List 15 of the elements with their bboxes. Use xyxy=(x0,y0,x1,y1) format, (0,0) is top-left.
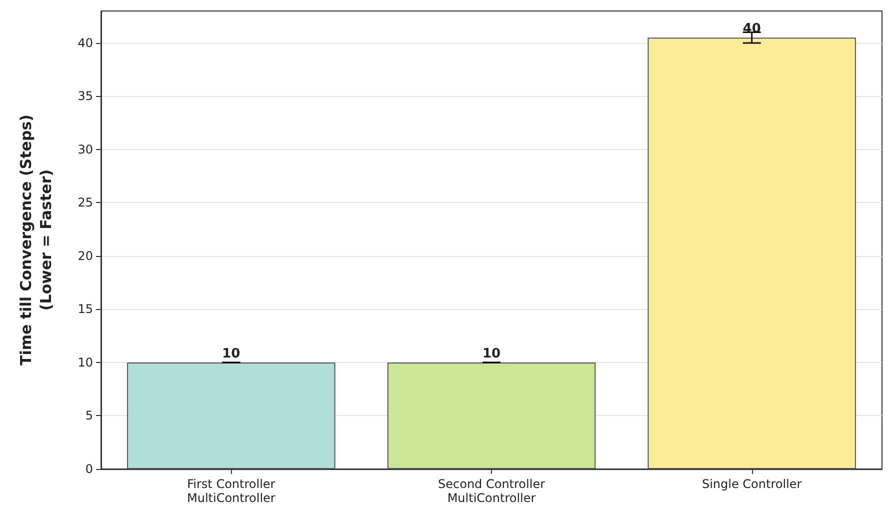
y-tick-label: 35 xyxy=(78,89,93,104)
data-label: 10 xyxy=(482,346,501,362)
x-tick-label: Single Controller xyxy=(702,477,802,491)
y-tick-label: 20 xyxy=(78,248,93,263)
y-tick-label: 25 xyxy=(78,196,93,210)
y-tick-label: 10 xyxy=(78,355,93,370)
y-tick-label: 30 xyxy=(78,142,93,156)
x-tick-label: Second Controller MultiController xyxy=(438,477,546,505)
y-tick-label: 5 xyxy=(85,408,93,423)
y-tick-label: 15 xyxy=(78,302,93,316)
y-axis-title: Time till Convergence (Steps) (Lower = Faster) xyxy=(17,114,55,366)
y-tick-label: 0 xyxy=(85,462,93,476)
data-label: 10 xyxy=(222,346,240,362)
y-tick-label: 40 xyxy=(78,36,93,50)
x-tick-label: First Controller MultiController xyxy=(186,477,276,505)
